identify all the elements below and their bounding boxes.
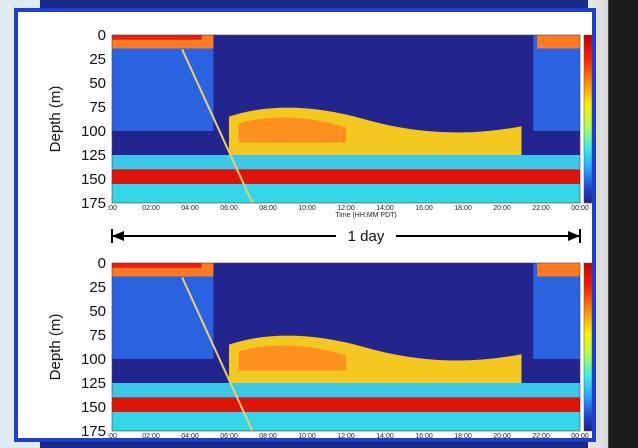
x-tick-label: 18:00 [454, 433, 472, 438]
x-tick-label: 12:00 [337, 205, 355, 212]
below-bottom [112, 183, 580, 203]
y-tick-label: 100 [81, 351, 106, 368]
x-tick-label: 20:00 [493, 205, 511, 212]
one-day-annotation: 1 day [111, 228, 581, 245]
y-tick-label: 100 [81, 123, 106, 140]
x-tick-label: 06:00 [220, 433, 238, 438]
y-tick-label: 175 [81, 195, 106, 212]
surface-layer-right [537, 263, 580, 277]
x-tick-label: 04:00 [181, 433, 199, 438]
x-tick-label: 14:00 [376, 205, 394, 212]
x-tick-label: 08:00 [259, 205, 277, 212]
y-tick-label: 25 [89, 51, 106, 68]
deep-layer-core [238, 345, 346, 371]
colorbar [583, 34, 593, 204]
y-tick-label: 125 [81, 375, 106, 392]
night-layer-right [533, 263, 580, 359]
x-axis-label: Time (HH:MM PDT) [335, 212, 397, 219]
y-tick-label: 25 [89, 279, 106, 296]
x-tick-label: 00:00 [571, 205, 589, 212]
echogram-panel-1: Depth (m) 0 25 50 75 100 125 150 175:00 02:00 04:0… [47, 27, 603, 219]
y-tick-label: 0 [98, 255, 106, 272]
seafloor-echo [112, 169, 580, 184]
surface-core-left [112, 263, 202, 268]
background-right [588, 0, 638, 448]
deep-layer-core [238, 117, 346, 143]
x-tick-label: 22:00 [532, 433, 550, 438]
y-tick-label: 150 [81, 399, 106, 416]
x-tick-label: 04:00 [181, 205, 199, 212]
x-tick-label: 10:00 [298, 205, 316, 212]
x-tick-label: 06:00 [220, 205, 238, 212]
x-tick-label: 10:00 [298, 433, 316, 438]
one-day-left-arrowhead [112, 231, 124, 241]
one-day-label: 1 day [348, 228, 385, 245]
diagonal-artifact [181, 276, 254, 432]
x-tick-label: 02:00 [142, 205, 160, 212]
y-axis-label: Depth (m) [47, 86, 64, 153]
x-tick-label: 18:00 [454, 205, 472, 212]
lower-water [112, 383, 580, 398]
night-layer-right [533, 35, 580, 131]
echogram-image [112, 35, 580, 204]
echogram-panel-2: Depth (m) 0 25 50 75 100 125 150 175:00 02:00 04:0… [47, 255, 603, 447]
y-tick-label: 50 [89, 75, 106, 92]
y-tick-label: 175 [81, 423, 106, 438]
y-tick-label: 150 [81, 171, 106, 188]
plot-frame [111, 262, 581, 432]
x-tick-label: 00:00 [571, 433, 589, 438]
below-bottom [112, 411, 580, 431]
y-tick-label: 0 [98, 27, 106, 44]
one-day-right-arrowhead [568, 231, 580, 241]
y-tick-label: 125 [81, 147, 106, 164]
x-tick-label: 14:00 [376, 433, 394, 438]
y-tick-label: 50 [89, 303, 106, 320]
surface-layer-right [537, 35, 580, 49]
echogram-image [112, 263, 580, 432]
y-tick-label: 75 [89, 99, 106, 116]
surface-core-left [112, 35, 202, 40]
x-tick-label: :00 [107, 433, 117, 438]
lower-water [112, 155, 580, 170]
x-tick-label: 02:00 [142, 433, 160, 438]
x-tick-label: 16:00 [415, 433, 433, 438]
colorbar [583, 262, 593, 432]
y-axis-label: Depth (m) [47, 314, 64, 381]
x-tick-label: 22:00 [532, 205, 550, 212]
plot-frame [111, 34, 581, 204]
figure-card: Depth (m) 0 25 50 75 100 125 150 175:00 02:00 04:0… [14, 8, 603, 447]
x-tick-label: 12:00 [337, 433, 355, 438]
x-tick-label: 16:00 [415, 205, 433, 212]
seafloor-echo [112, 397, 580, 412]
x-tick-label: 20:00 [493, 433, 511, 438]
diagonal-artifact [181, 48, 254, 204]
y-tick-label: 75 [89, 327, 106, 344]
x-tick-label: 08:00 [259, 433, 277, 438]
x-tick-label: :00 [107, 205, 117, 212]
